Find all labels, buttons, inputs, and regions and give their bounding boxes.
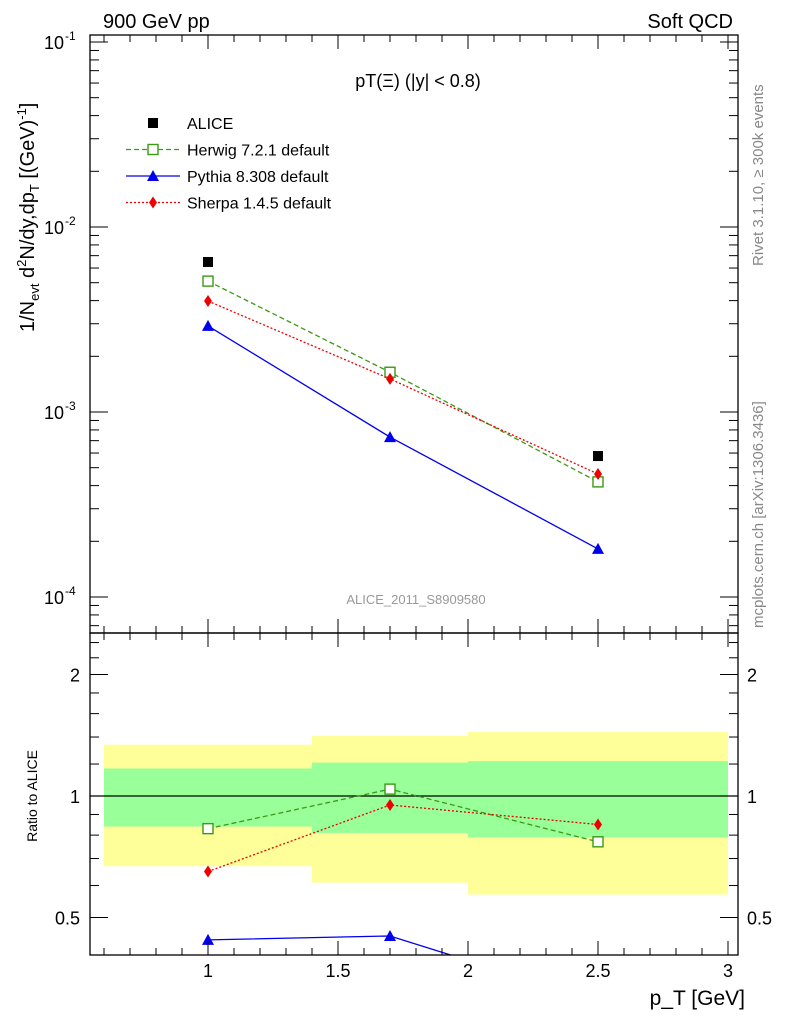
main-point-2-2 xyxy=(592,542,604,554)
y-label-part: [(GeV) xyxy=(17,120,39,184)
main-point-2-0 xyxy=(202,319,214,331)
legend-label-3: Sherpa 1.4.5 default xyxy=(187,196,332,213)
legend-label-1: Herwig 7.2.1 default xyxy=(187,143,330,160)
y-label-sup: 2 xyxy=(14,260,29,267)
side-text-top: Rivet 3.1.10, ≥ 300k events xyxy=(750,84,767,266)
main-point-0-2 xyxy=(593,451,603,462)
y-tick-label-ratio: 2 xyxy=(70,666,80,686)
main-line-1 xyxy=(207,280,599,483)
ratio-point-1-1 xyxy=(384,929,396,941)
y-tick-label-ratio-right: 2 xyxy=(747,666,757,686)
y-label-sub: evt xyxy=(27,283,42,301)
y-tick-label: 10-1 xyxy=(44,29,76,53)
ratio-point-0-0 xyxy=(202,822,214,835)
y-axis-label-ratio: Ratio to ALICE xyxy=(24,750,40,842)
legend-label-0: ALICE xyxy=(187,116,233,133)
main-line-3 xyxy=(207,300,599,475)
ratio-point-2-1 xyxy=(386,798,394,811)
y-label-part: d xyxy=(17,267,39,284)
ratio-point-2-0 xyxy=(204,865,212,878)
x-tick-label: 2 xyxy=(463,961,473,981)
y-tick-label-exp: -4 xyxy=(65,584,76,598)
ratio-point-1-2 xyxy=(592,995,604,1006)
header-left: 900 GeV pp xyxy=(103,11,210,33)
y-tick-label: 10-4 xyxy=(44,584,76,608)
x-tick-label: 1 xyxy=(203,961,213,981)
y-tick-label: 10-2 xyxy=(44,214,76,238)
y-label-sup: -1 xyxy=(14,108,29,120)
ratio-point-0-1 xyxy=(384,783,396,795)
y-label-part: N/dy,dp xyxy=(17,192,39,259)
chart-title: pT(Ξ) (|y| < 0.8) xyxy=(355,71,481,91)
legend-marker-0 xyxy=(148,118,158,128)
y-tick-label-ratio: 1 xyxy=(70,787,80,807)
y-label-sub: T xyxy=(27,184,42,192)
legend-label-2: Pythia 8.308 default xyxy=(187,169,329,186)
main-point-1-0 xyxy=(202,275,214,287)
main-point-2-1 xyxy=(384,431,396,443)
main-point-3-0 xyxy=(204,295,212,308)
y-label-part: ] xyxy=(17,103,39,109)
y-tick-label-exp: -3 xyxy=(65,399,76,413)
y-tick-label-exp: -1 xyxy=(65,29,76,43)
ratio-frame xyxy=(89,632,739,956)
y-tick-label-ratio-right: 0.5 xyxy=(747,909,772,929)
main-point-3-2 xyxy=(594,468,602,481)
watermark: ALICE_2011_S8909580 xyxy=(346,592,485,607)
ratio-point-2-2 xyxy=(594,818,602,831)
ratio-series-group xyxy=(202,783,604,1006)
ratio-band-green-1 xyxy=(312,762,468,833)
y-axis-label-main: 1/Nevt d2N/dy,dpT [(GeV)-1] xyxy=(14,103,42,332)
y-tick-label-ratio-right: 1 xyxy=(747,787,757,807)
main-point-0-0 xyxy=(203,256,213,267)
header-right: Soft QCD xyxy=(647,11,733,33)
ratio-point-1-0 xyxy=(202,933,214,945)
ratio-point-0-2 xyxy=(592,836,604,848)
main-line-2 xyxy=(207,325,599,550)
y-tick-label-ratio: 0.5 xyxy=(55,909,80,929)
x-tick-label: 1.5 xyxy=(325,961,350,981)
legend-marker-2 xyxy=(147,170,159,181)
x-tick-label: 2.5 xyxy=(585,961,610,981)
legend-marker-3 xyxy=(149,196,157,209)
y-tick-label-exp: -2 xyxy=(65,214,76,228)
y-tick-label: 10-3 xyxy=(44,399,76,423)
side-text-bottom: mcplots.cern.ch [arXiv:1306.3436] xyxy=(750,401,767,628)
main-point-3-1 xyxy=(386,372,394,385)
x-tick-label: 3 xyxy=(723,961,733,981)
legend-marker-1 xyxy=(147,143,159,156)
ratio-band-green-0 xyxy=(104,768,312,827)
ratio-line-1 xyxy=(207,935,453,955)
x-axis-label: p_T [GeV] xyxy=(650,987,745,1010)
